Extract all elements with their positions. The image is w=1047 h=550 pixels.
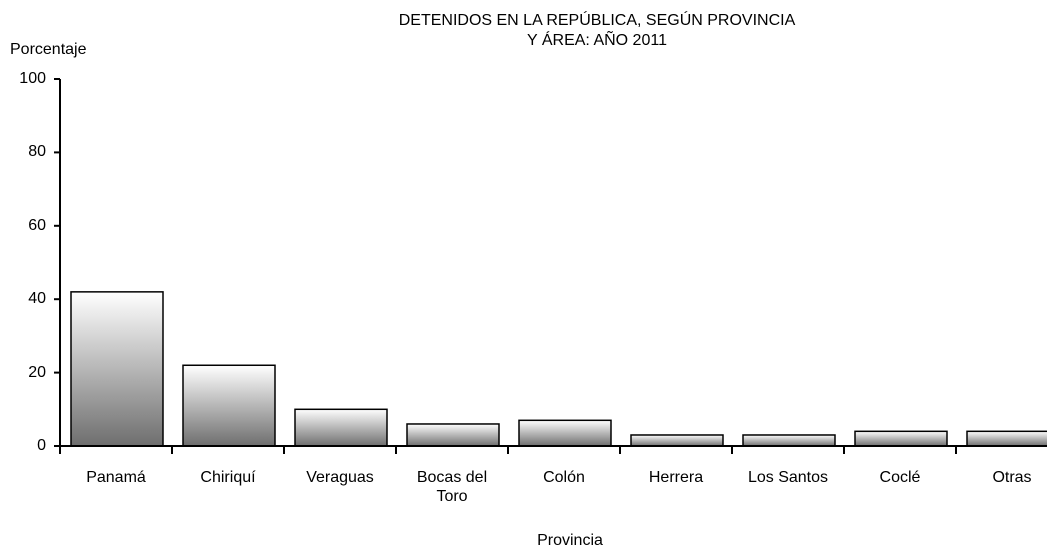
x-tick-label: Colón — [543, 469, 585, 486]
bar — [70, 291, 164, 447]
x-tick-label: Coclé — [879, 469, 921, 486]
x-tick-label: Panamá — [86, 469, 146, 486]
bar — [630, 434, 724, 447]
chart-title: Y ÁREA: AÑO 2011 — [527, 32, 667, 49]
y-tick-label: 40 — [28, 290, 46, 308]
x-tick-label: Herrera — [648, 469, 704, 486]
x-tick-label: Bocas del Toro — [416, 469, 488, 505]
x-axis-label: Provincia — [537, 532, 603, 549]
y-axis-label: Porcentaje — [10, 41, 87, 58]
bar — [966, 430, 1047, 447]
y-tick-label: 80 — [28, 143, 46, 161]
x-tick-label: Veraguas — [306, 469, 374, 486]
x-tick-label: Los Santos — [747, 469, 829, 486]
bar — [854, 430, 948, 447]
x-tick-label: Otras — [992, 469, 1032, 486]
bar — [406, 423, 500, 447]
y-tick-label: 0 — [37, 437, 46, 454]
x-tick-label: Chiriquí — [200, 469, 256, 486]
bar — [742, 434, 836, 447]
chart-title: DETENIDOS EN LA REPÚBLICA, SEGÚN PROVINC… — [398, 12, 796, 29]
bar — [518, 419, 612, 447]
y-tick-label: 20 — [28, 363, 46, 381]
y-tick-label: 60 — [28, 216, 46, 234]
bar — [182, 364, 276, 447]
y-tick-label: 100 — [19, 70, 46, 87]
bar — [294, 408, 388, 447]
